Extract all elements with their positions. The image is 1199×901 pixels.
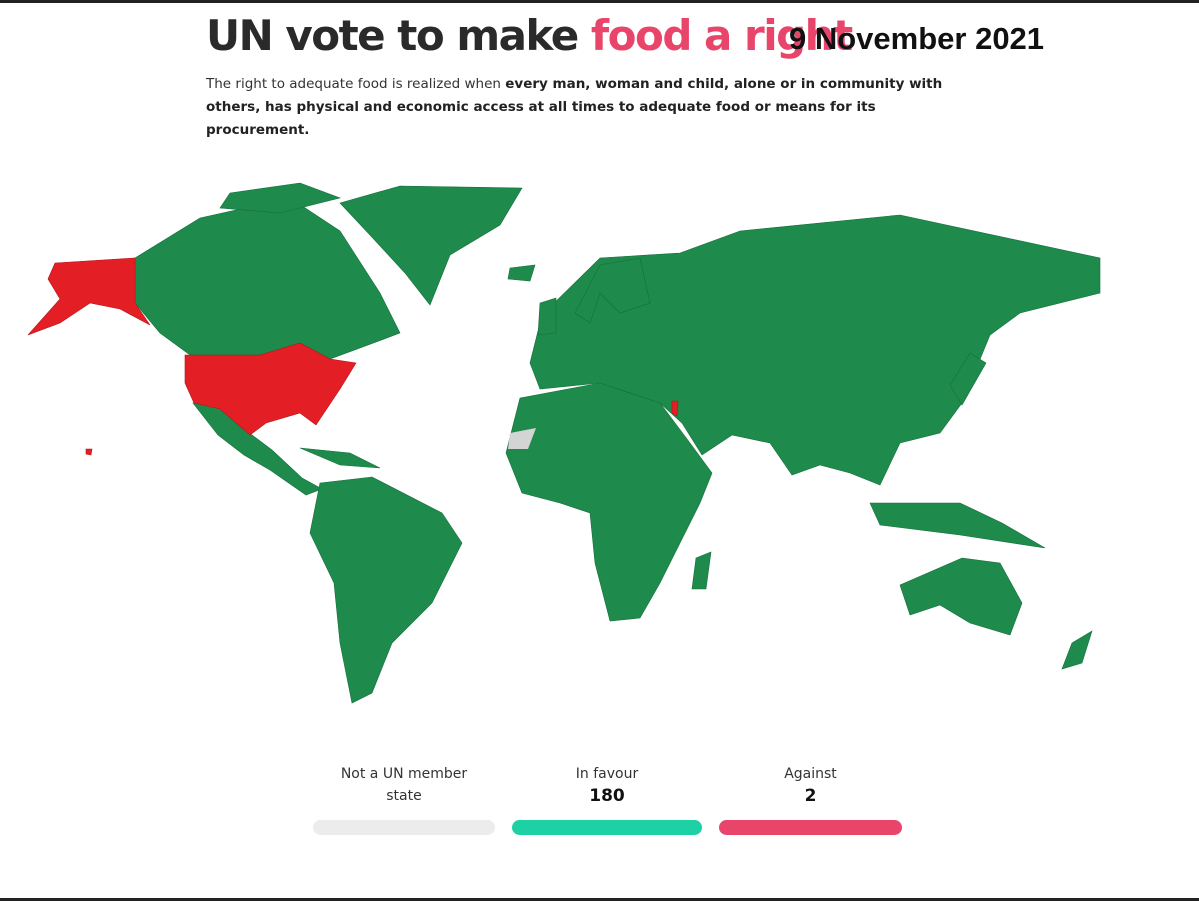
legend-count: 180 bbox=[589, 786, 625, 806]
israel bbox=[671, 400, 679, 417]
title-plain: UN vote to make bbox=[206, 11, 579, 60]
arctic-islands bbox=[219, 182, 342, 214]
legend-swatch bbox=[512, 820, 702, 835]
subtitle-plain: The right to adequate food is realized w… bbox=[206, 76, 501, 92]
eurasia bbox=[529, 214, 1101, 486]
africa bbox=[505, 382, 713, 622]
usa bbox=[184, 342, 357, 436]
legend-item: Not a UN member state bbox=[329, 763, 479, 807]
iceland bbox=[507, 264, 536, 282]
legend-item: In favour 180 bbox=[532, 763, 682, 807]
subtitle-bold: every man, woman and child, alone or in … bbox=[206, 76, 943, 138]
legend-count: 2 bbox=[804, 786, 817, 806]
japan bbox=[949, 352, 987, 406]
southeast-asia-islands bbox=[869, 502, 1046, 549]
legend-swatch bbox=[719, 820, 902, 835]
legend-swatch bbox=[313, 820, 495, 835]
western-sahara bbox=[508, 428, 536, 449]
hawaii bbox=[85, 448, 93, 456]
uk bbox=[537, 297, 557, 336]
legend-item: Against 2 bbox=[736, 763, 886, 807]
greenland bbox=[339, 185, 523, 306]
alaska bbox=[27, 257, 151, 336]
madagascar bbox=[691, 551, 712, 590]
date: 9 November 2021 bbox=[789, 21, 1045, 56]
world-map bbox=[27, 182, 1101, 704]
legend-label: In favour bbox=[575, 766, 639, 782]
legend-label: Against bbox=[784, 766, 837, 782]
scandinavia bbox=[574, 257, 651, 324]
australia bbox=[899, 557, 1023, 636]
title: UN vote to make food a right bbox=[206, 11, 853, 60]
new-zealand bbox=[1061, 630, 1093, 670]
south-america bbox=[309, 476, 463, 704]
title-highlight: food a right bbox=[590, 11, 853, 60]
caribbean bbox=[299, 447, 381, 469]
subtitle: The right to adequate food is realized w… bbox=[206, 73, 966, 142]
legend-label: Not a UN member state bbox=[340, 766, 468, 804]
